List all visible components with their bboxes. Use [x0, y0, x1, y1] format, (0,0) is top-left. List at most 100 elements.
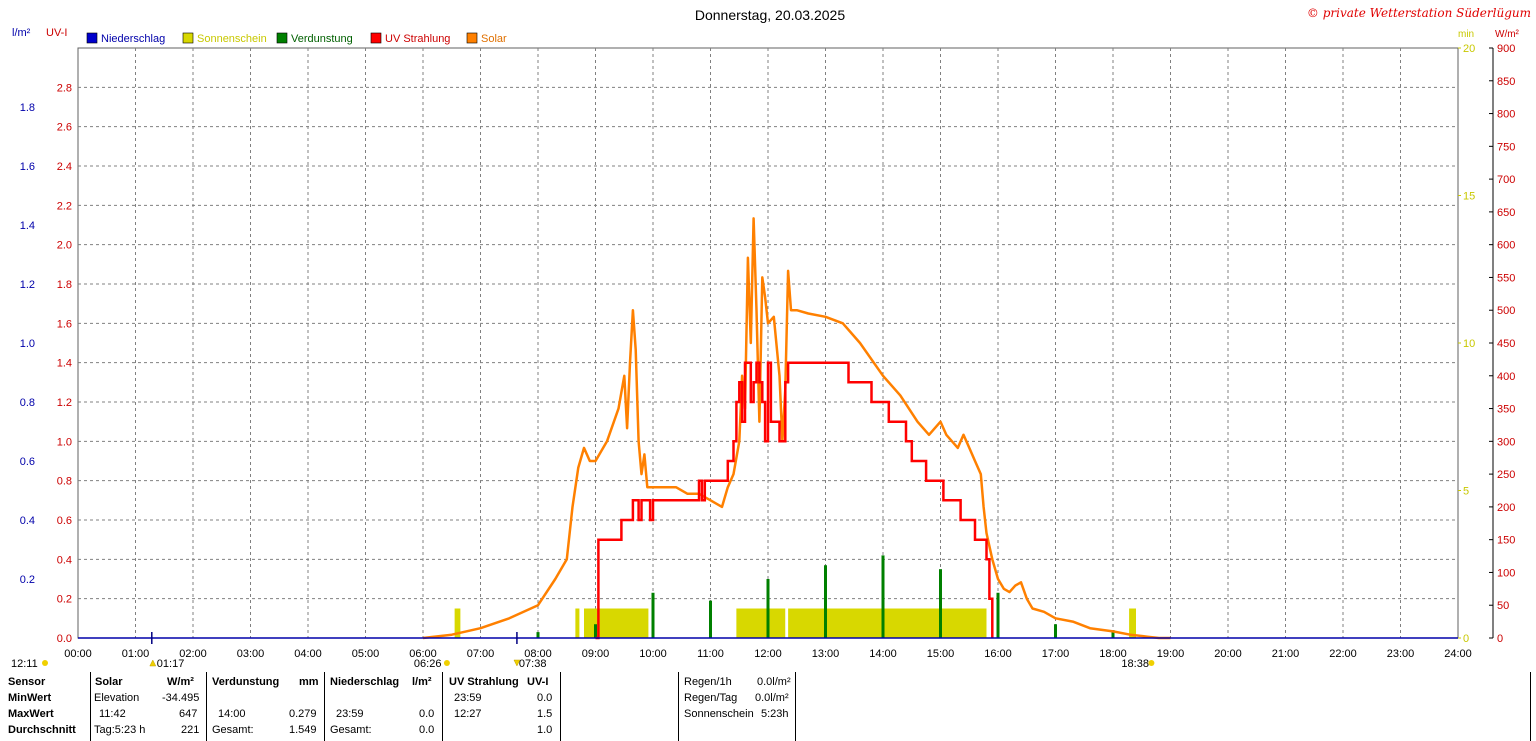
- sunshine-bar: [1129, 608, 1136, 638]
- uv-tick-label: 1.4: [57, 358, 72, 370]
- stats-divider: [206, 672, 207, 741]
- stats-divider: [1530, 672, 1531, 741]
- evaporation-bar: [881, 555, 885, 638]
- stats-extra-rain1h-value: 0.0l/m²: [757, 676, 791, 688]
- x-tick-label: 20:00: [1214, 648, 1242, 660]
- stats-min-solar-a: Elevation: [94, 692, 140, 704]
- uv-tick-label: 1.0: [57, 436, 72, 448]
- sunshine-bar: [584, 608, 649, 638]
- moonset-label: 01:17: [157, 658, 185, 668]
- uv-tick-label: 2.2: [57, 200, 72, 212]
- stats-max-evap-b: 0.279: [289, 708, 317, 720]
- solar-tick-label: 100: [1497, 567, 1515, 579]
- sunshine-bar: [788, 608, 987, 638]
- evaporation-bar: [824, 565, 827, 638]
- legend-label: Sonnenschein: [197, 33, 267, 45]
- stats-row-max-label: MaxWert: [8, 708, 54, 720]
- legend-swatch: [370, 32, 382, 44]
- stats-header-rain: Niederschlag: [330, 676, 400, 688]
- x-tick-label: 01:00: [122, 648, 150, 660]
- solar-tick-label: 650: [1497, 207, 1515, 219]
- legend-swatch: [86, 32, 98, 44]
- stats-divider: [324, 672, 325, 741]
- stats-avg-rain-a: Gesamt:: [330, 724, 372, 736]
- evaporation-bar: [766, 579, 770, 638]
- x-tick-label: 12:00: [754, 648, 782, 660]
- stats-avg-solar-b: 221: [181, 724, 200, 736]
- evaporation-bar: [709, 600, 712, 638]
- sunrise-icon: [443, 660, 450, 666]
- rain-tick-label: 0.6: [20, 456, 35, 468]
- stats-header-solar-unit: W/m²: [167, 676, 194, 688]
- x-tick-label: 17:00: [1042, 648, 1070, 660]
- stats-extra-sun-value: 5:23h: [761, 708, 789, 720]
- evaporation-bar: [594, 624, 597, 638]
- x-tick-label: 18:00: [1099, 648, 1127, 660]
- solar-tick-label: 50: [1497, 600, 1509, 612]
- stats-divider: [795, 672, 796, 741]
- solar-tick-label: 800: [1497, 109, 1515, 121]
- solar-tick-label: 600: [1497, 240, 1515, 252]
- stats-max-solar-b: 647: [179, 708, 198, 720]
- weather-chart: Donnerstag, 20.03.2025 © private Wetterst…: [11, 6, 1531, 668]
- x-tick-label: 06:00: [409, 648, 437, 660]
- sunshine-bar: [454, 608, 461, 638]
- sunset-label: 18:38: [1121, 658, 1149, 668]
- x-tick-label: 21:00: [1272, 648, 1300, 660]
- solar-tick-label: 300: [1497, 436, 1515, 448]
- uv-unit-label: UV-I: [46, 27, 67, 39]
- evaporation-bar: [651, 592, 655, 638]
- stats-avg-evap-b: 1.549: [289, 724, 317, 736]
- solar-tick-label: 150: [1497, 535, 1515, 547]
- stats-divider: [90, 672, 91, 741]
- evaporation-bar: [1111, 630, 1115, 638]
- x-tick-label: 22:00: [1329, 648, 1357, 660]
- solar-tick-label: 200: [1497, 502, 1515, 514]
- stats-divider: [560, 672, 561, 741]
- stats-max-uv-a: 12:27: [454, 708, 482, 720]
- stats-header-solar: Solar: [95, 676, 123, 688]
- uv-tick-label: 1.6: [57, 318, 72, 330]
- sunset-icon: [1148, 660, 1155, 666]
- stats-min-solar-b: -34.495: [162, 692, 200, 704]
- stats-header-uv: UV Strahlung: [449, 676, 519, 688]
- x-tick-label: 05:00: [352, 648, 380, 660]
- x-tick-label: 09:00: [582, 648, 610, 660]
- moonrise-label: 12:11: [11, 658, 38, 668]
- legend-swatch: [466, 32, 478, 44]
- rain-tick-label: 0.2: [20, 574, 35, 586]
- x-tick-label: 24:00: [1444, 648, 1472, 660]
- chart-title: Donnerstag, 20.03.2025: [695, 7, 845, 23]
- x-tick-label: 07:00: [467, 648, 495, 660]
- x-tick-label: 13:00: [812, 648, 840, 660]
- sun-tick-label: 10: [1463, 338, 1475, 350]
- stats-header-evap: Verdunstung: [212, 676, 280, 688]
- stats-divider: [678, 672, 679, 741]
- solar-tick-label: 250: [1497, 469, 1515, 481]
- x-tick-label: 16:00: [984, 648, 1012, 660]
- x-tick-label: 00:00: [64, 648, 92, 660]
- sunshine-bar: [736, 608, 786, 638]
- uv-tick-label: 1.2: [57, 397, 72, 409]
- evaporation-bar: [1054, 624, 1057, 638]
- uv-tick-label: 2.0: [57, 240, 72, 252]
- stats-max-evap-a: 14:00: [218, 708, 246, 720]
- solar-tick-label: 750: [1497, 141, 1515, 153]
- x-tick-label: 14:00: [869, 648, 897, 660]
- uv-tick-label: 0.2: [57, 594, 72, 606]
- stats-extra-rainday-value: 0.0l/m²: [755, 692, 789, 704]
- legend-label: Verdunstung: [291, 33, 353, 45]
- stats-avg-rain-b: 0.0: [419, 724, 435, 736]
- stats-extra-sun-label: Sonnenschein: [684, 708, 754, 720]
- moonrise-icon: [42, 660, 48, 666]
- copyright-label: © private Wetterstation Süderlügum: [1307, 6, 1531, 20]
- stats-avg-evap-a: Gesamt:: [212, 724, 254, 736]
- stats-row-min-label: MinWert: [8, 692, 52, 704]
- legend-label: Niederschlag: [101, 33, 165, 45]
- solar-line: [422, 217, 1171, 640]
- x-tick-label: 04:00: [294, 648, 322, 660]
- uv-tick-label: 0.0: [57, 633, 72, 645]
- rain-tick-label: 1.8: [20, 102, 35, 114]
- x-tick-label: 02:00: [179, 648, 207, 660]
